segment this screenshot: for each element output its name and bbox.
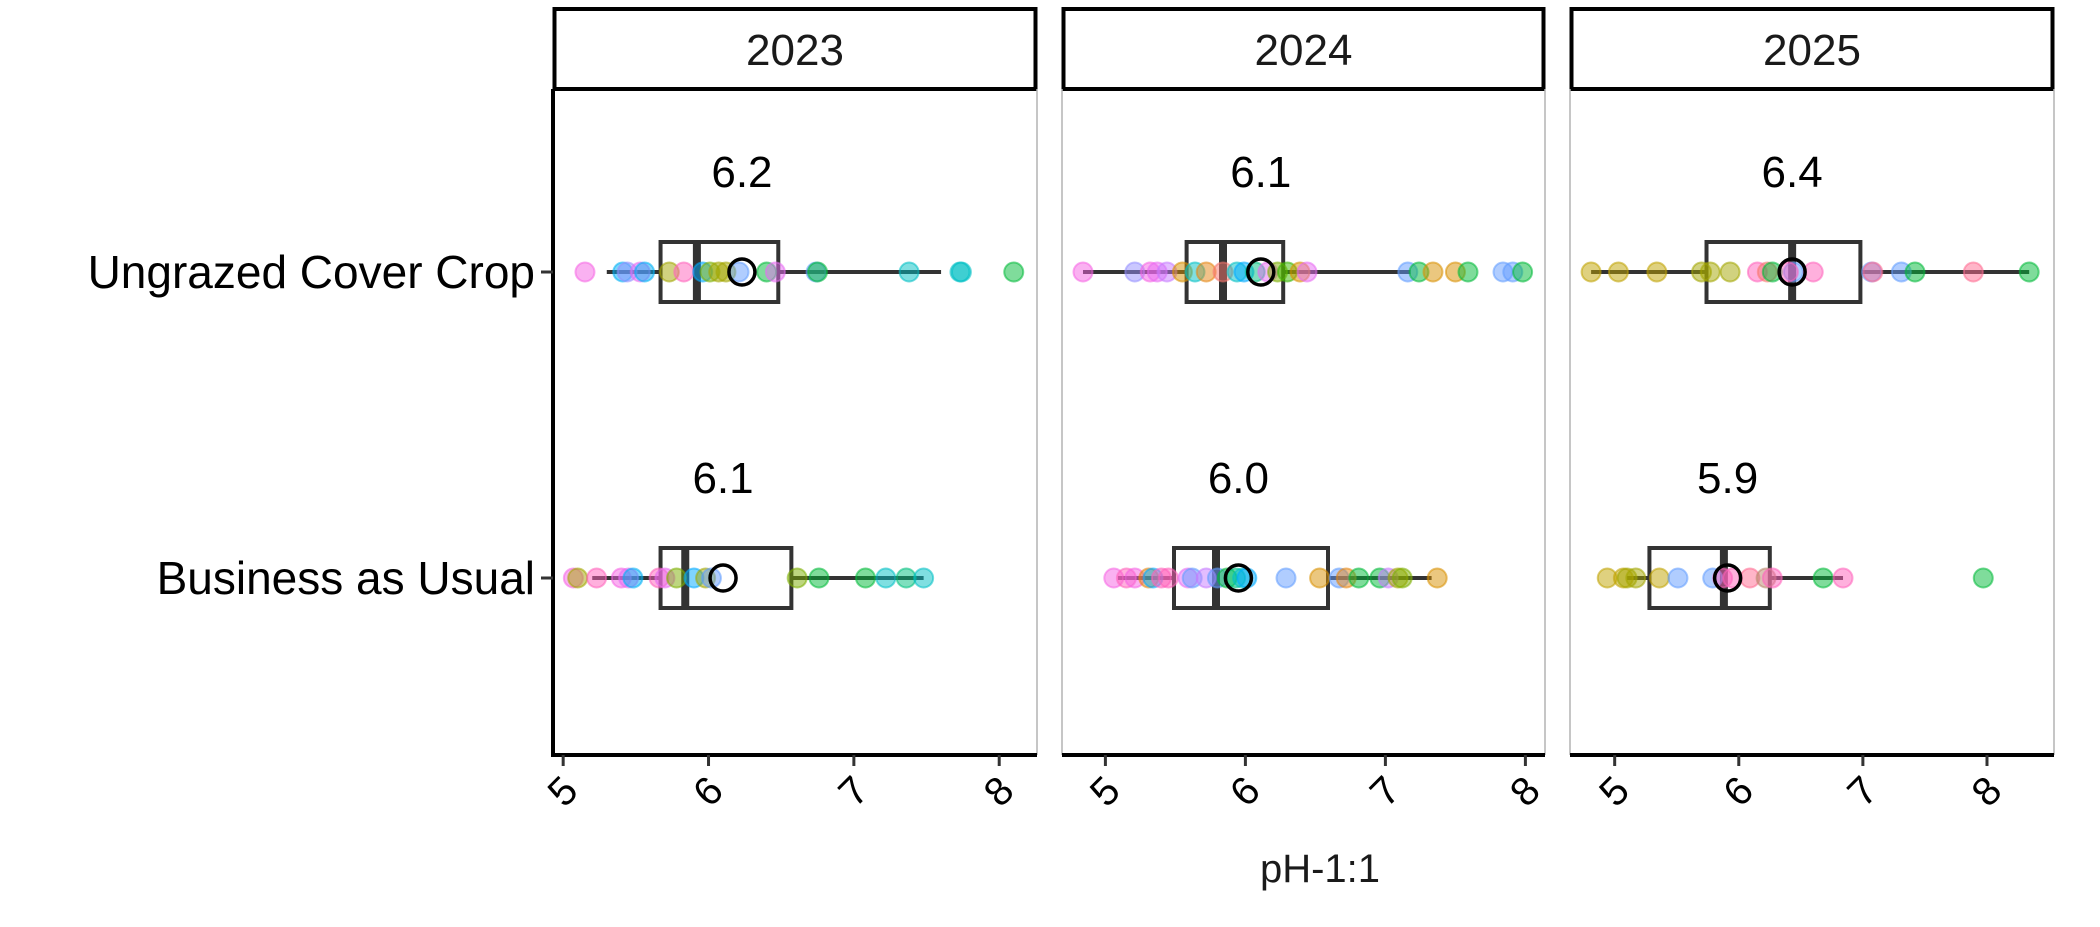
boxplot-ungrazed-cover-crop: 6.1 [1072, 148, 1534, 304]
data-point [1812, 567, 1834, 589]
x-tick-label: 8 [976, 768, 1023, 815]
data-point [586, 567, 608, 589]
mean-label: 6.0 [1208, 454, 1269, 503]
facet-strip-label: 2025 [1763, 26, 1861, 75]
data-point [1457, 261, 1479, 283]
y-label-business-as-usual: Business as Usual [157, 552, 535, 604]
data-point [1426, 567, 1448, 589]
mean-marker [1223, 563, 1254, 593]
facet-panel-2024: 2024 5 6 7 8 6.1 6.0 [1061, 7, 1549, 815]
data-point [1904, 261, 1926, 283]
data-point [1667, 567, 1689, 589]
facet-strip [1569, 7, 2055, 91]
data-point [808, 567, 830, 589]
x-tick-label: 5 [1591, 768, 1638, 815]
data-point [854, 567, 876, 589]
data-point [666, 567, 688, 589]
boxplot-business-as-usual: 6.1 [562, 454, 935, 610]
data-point [950, 261, 972, 283]
data-point [1391, 567, 1413, 589]
boxplot-ungrazed-cover-crop: 6.2 [574, 148, 1025, 304]
data-point [1157, 567, 1179, 589]
x-tick-label: 7 [1362, 768, 1409, 815]
data-point [1607, 261, 1629, 283]
data-point [1962, 261, 1984, 283]
x-axis-title: pH-1:1 [1260, 847, 1380, 891]
facet-strip-label: 2024 [1255, 26, 1353, 75]
facet-strip [552, 7, 1038, 91]
mean-marker [708, 563, 738, 593]
data-point [895, 567, 917, 589]
mean-marker [1246, 257, 1276, 287]
data-point [673, 261, 695, 283]
data-point [1309, 567, 1331, 589]
y-axis-labels: Ungrazed Cover Crop Business as Usual [88, 246, 535, 604]
x-tick-label: 6 [685, 768, 732, 815]
data-point [1003, 261, 1025, 283]
mean-marker [727, 257, 757, 287]
mean-label: 6.1 [1230, 148, 1291, 197]
data-point [1296, 261, 1318, 283]
x-tick-label: 7 [830, 768, 877, 815]
data-point [1072, 261, 1094, 283]
data-point [786, 567, 808, 589]
data-point [574, 261, 596, 283]
facet-panels: 2023 5 6 7 8 6.2 6.1 2024 5 6 7 8 6.1 6.0 2025 5 6 7 8 6.4 5… [540, 7, 2055, 815]
data-point [1699, 261, 1721, 283]
data-point [1236, 567, 1258, 589]
data-point [1761, 567, 1783, 589]
data-point [634, 261, 656, 283]
data-point [2018, 261, 2040, 283]
data-point [898, 261, 920, 283]
x-tick-label: 5 [1082, 768, 1129, 815]
data-point [1422, 261, 1444, 283]
data-point [1625, 567, 1647, 589]
data-point [764, 261, 786, 283]
mean-label: 5.9 [1697, 454, 1758, 503]
data-point [1972, 567, 1994, 589]
data-point [622, 567, 644, 589]
mean-label: 6.2 [711, 148, 772, 197]
x-tick-label: 8 [1963, 768, 2010, 815]
mean-marker [1712, 563, 1743, 593]
mean-marker [1777, 257, 1807, 287]
data-point [1862, 261, 1884, 283]
x-tick-label: 6 [1222, 768, 1269, 815]
facet-strip [1061, 7, 1546, 91]
boxplot-business-as-usual: 5.9 [1596, 454, 1994, 610]
data-point [875, 567, 897, 589]
data-point [807, 261, 829, 283]
x-tick-label: 5 [540, 768, 587, 815]
data-point [1648, 567, 1670, 589]
data-point [1580, 261, 1602, 283]
boxplot-business-as-usual: 6.0 [1103, 454, 1448, 610]
x-tick-label: 7 [1839, 768, 1886, 815]
mean-label: 6.4 [1762, 148, 1823, 197]
facet-strip-label: 2023 [746, 26, 844, 75]
data-point [1512, 261, 1534, 283]
x-tick-label: 6 [1715, 768, 1762, 815]
x-tick-label: 8 [1502, 768, 1549, 815]
data-point [1719, 261, 1741, 283]
facet-panel-2025: 2025 5 6 7 8 6.4 5.9 [1569, 7, 2055, 815]
boxplot-ungrazed-cover-crop: 6.4 [1580, 148, 2040, 304]
mean-label: 6.1 [692, 454, 753, 503]
data-point [567, 567, 589, 589]
data-point [913, 567, 935, 589]
data-point [1275, 567, 1297, 589]
data-point [1832, 567, 1854, 589]
data-point [1646, 261, 1668, 283]
facet-panel-2023: 2023 5 6 7 8 6.2 6.1 [540, 7, 1038, 815]
data-point [1348, 567, 1370, 589]
y-label-ungrazed-cover-crop: Ungrazed Cover Crop [88, 246, 535, 298]
